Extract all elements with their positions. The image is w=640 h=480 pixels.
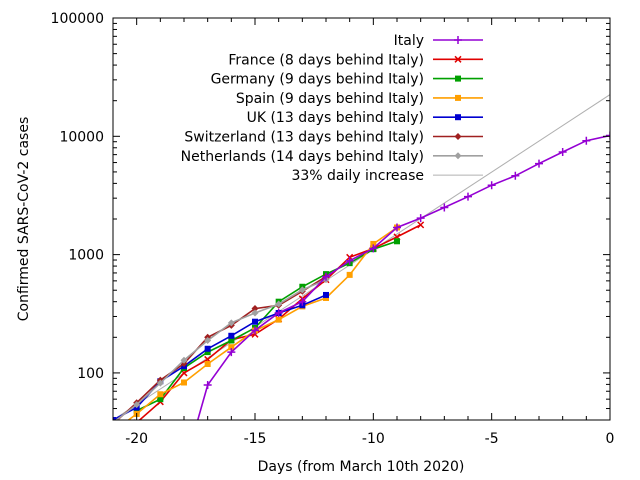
legend-label: Germany (9 days behind Italy): [211, 72, 424, 88]
data-point-netherlands-14-days-behind-italy: [204, 336, 212, 344]
data-point-uk-13-days-behind-italy: [204, 345, 211, 352]
data-point-italy: [416, 214, 425, 223]
data-point-italy: [511, 171, 520, 180]
data-point-spain-9-days-behind-italy: [323, 294, 329, 301]
data-point-italy: [393, 223, 401, 232]
data-point-italy: [582, 136, 591, 145]
data-point-netherlands-14-days-behind-italy: [251, 309, 259, 317]
series-line-netherlands-14-days-behind-italy: [115, 278, 327, 420]
legend-label: Spain (9 days behind Italy): [236, 91, 424, 107]
series-italy: [192, 131, 610, 431]
data-point-spain-9-days-behind-italy: [228, 344, 235, 351]
data-point-france-8-days-behind-italy: [114, 419, 117, 420]
ticks-layer: -20 -15 -10 -5 0 100 1000 10000 100000: [51, 11, 615, 447]
data-point-italy: [192, 423, 200, 431]
legend-swatch-marker: [455, 75, 461, 82]
y-axis-label: Confirmed SARS-CoV-2 cases: [16, 117, 32, 322]
data-point-spain-9-days-behind-italy: [204, 360, 211, 367]
x-tick-label: -10: [362, 431, 385, 447]
data-point-italy: [440, 203, 449, 212]
legend: Italy France (8 days behind Italy) Germany…: [181, 33, 483, 184]
data-point-uk-13-days-behind-italy: [323, 291, 329, 298]
data-point-switzerland-13-days-behind-italy: [251, 305, 259, 313]
data-point-italy: [535, 159, 543, 168]
legend-entry-italy: Italy: [394, 33, 483, 49]
legend-entry-uk-13-days-behind-italy: UK (13 days behind Italy): [247, 110, 483, 126]
data-point-italy: [227, 348, 236, 357]
legend-swatch-marker: [454, 133, 462, 140]
series-layer: [110, 94, 610, 434]
x-axis-label: Days (from March 10th 2020): [258, 459, 465, 475]
legend-entry-france-8-days-behind-italy: France (8 days behind Italy): [228, 52, 483, 68]
y-tick-label: 10000: [59, 129, 104, 145]
legend-entry-spain-9-days-behind-italy: Spain (9 days behind Italy): [236, 91, 483, 107]
data-point-italy: [464, 192, 472, 201]
data-point-netherlands-14-days-behind-italy: [133, 401, 141, 409]
legend-swatch-marker: [455, 94, 461, 101]
legend-label: 33% daily increase: [291, 168, 424, 184]
y-tick-label: 100000: [51, 11, 104, 27]
legend-swatch-marker: [454, 36, 462, 44]
data-point-spain-9-days-behind-italy: [346, 271, 353, 278]
data-point-italy: [203, 381, 212, 390]
legend-label: France (8 days behind Italy): [228, 52, 424, 68]
data-point-netherlands-14-days-behind-italy: [275, 300, 283, 308]
legend-swatch-marker: [454, 152, 462, 160]
data-point-spain-9-days-behind-italy: [157, 391, 164, 398]
data-point-switzerland-13-days-behind-italy: [110, 421, 117, 428]
data-point-spain-9-days-behind-italy: [275, 316, 282, 323]
data-point-germany-9-days-behind-italy: [394, 238, 400, 245]
legend-entry-netherlands-14-days-behind-italy: Netherlands (14 days behind Italy): [181, 149, 483, 165]
data-point-netherlands-14-days-behind-italy: [156, 379, 164, 387]
data-point-italy: [606, 131, 610, 140]
x-tick-label: -15: [244, 431, 267, 447]
data-point-spain-9-days-behind-italy: [181, 379, 187, 386]
data-point-germany-9-days-behind-italy: [133, 407, 140, 414]
data-point-italy: [345, 256, 354, 265]
data-point-germany-9-days-behind-italy: [204, 349, 211, 356]
x-tick-label: -5: [485, 431, 499, 447]
y-tick-label: 1000: [68, 248, 104, 264]
data-point-netherlands-14-days-behind-italy: [298, 286, 306, 294]
legend-label: UK (13 days behind Italy): [247, 110, 424, 126]
data-point-italy: [274, 308, 283, 317]
data-point-italy: [251, 326, 259, 335]
legend-swatch-marker: [454, 55, 462, 63]
legend-entry-switzerland-13-days-behind-italy: Switzerland (13 days behind Italy): [184, 130, 483, 146]
legend-label: Netherlands (14 days behind Italy): [181, 149, 424, 165]
data-point-italy: [369, 244, 378, 253]
legend-entry-germany-9-days-behind-italy: Germany (9 days behind Italy): [211, 72, 483, 88]
y-tick-label: 100: [77, 366, 104, 382]
data-point-spain-9-days-behind-italy: [110, 428, 116, 434]
data-point-france-8-days-behind-italy: [133, 419, 141, 420]
data-point-italy: [298, 297, 307, 306]
data-point-spain-9-days-behind-italy: [370, 240, 377, 247]
data-point-germany-9-days-behind-italy: [157, 396, 164, 403]
data-point-italy: [322, 272, 330, 281]
data-point-germany-9-days-behind-italy: [228, 337, 235, 344]
legend-label: Italy: [394, 33, 424, 49]
legend-swatch-marker: [455, 114, 461, 121]
data-point-uk-13-days-behind-italy: [228, 332, 235, 339]
legend-label: Switzerland (13 days behind Italy): [184, 130, 424, 146]
data-point-italy: [558, 147, 567, 156]
legend-entry-33-daily-increase: 33% daily increase: [291, 168, 483, 184]
data-point-netherlands-14-days-behind-italy: [180, 356, 188, 364]
x-tick-label: 0: [606, 431, 615, 447]
data-point-uk-13-days-behind-italy: [113, 417, 116, 420]
plot-background: [113, 18, 610, 420]
data-point-france-8-days-behind-italy: [417, 221, 425, 229]
data-point-netherlands-14-days-behind-italy: [227, 319, 235, 327]
data-point-italy: [487, 181, 496, 190]
x-tick-label: -20: [125, 431, 148, 447]
data-point-uk-13-days-behind-italy: [252, 318, 258, 325]
